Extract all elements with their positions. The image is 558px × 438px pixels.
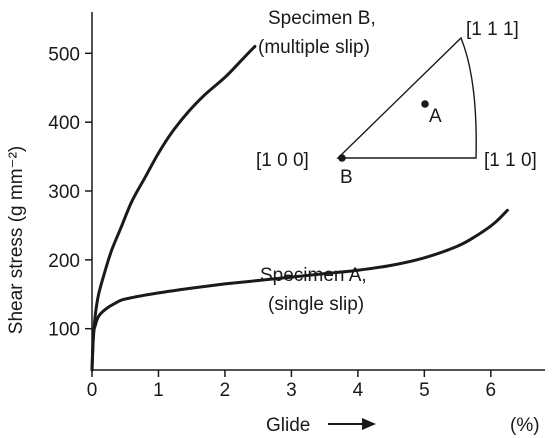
orientation-point-b: [338, 154, 346, 162]
corner-label-110: [1 1 0]: [484, 150, 537, 171]
x-axis-title: Glide: [266, 415, 310, 436]
series-sublabel-specimen-b: (multiple slip): [258, 37, 370, 58]
x-tick-label: 5: [419, 380, 430, 401]
corner-label-111: [1 1 1]: [466, 19, 519, 40]
orientation-label-a: A: [429, 106, 442, 127]
series-sublabel-specimen-a: (single slip): [268, 294, 364, 315]
orientation-label-b: B: [340, 167, 353, 188]
x-axis-unit: (%): [510, 415, 540, 436]
y-tick-label: 300: [48, 182, 80, 203]
x-ticks: 0 1 2 3 4 5 6: [87, 370, 496, 401]
series-label-specimen-a: Specimen A,: [260, 265, 367, 286]
y-tick-label: 100: [48, 320, 80, 341]
series-line-specimen-a: [90, 208, 509, 372]
x-tick-label: 1: [153, 380, 164, 401]
x-tick-label: 6: [486, 380, 497, 401]
y-ticks: 100 200 300 400 500: [48, 44, 92, 341]
y-tick-label: 500: [48, 44, 80, 65]
stereographic-triangle-inset: [1 0 0] [1 1 0] [1 1 1] A B: [256, 19, 537, 188]
series-line-specimen-b: [90, 44, 257, 372]
y-tick-label: 200: [48, 251, 80, 272]
arrow-right-icon: [328, 418, 376, 430]
x-tick-label: 0: [87, 380, 98, 401]
x-tick-label: 4: [353, 380, 364, 401]
axes: [91, 12, 545, 371]
orientation-point-a: [421, 100, 429, 108]
corner-label-100: [1 0 0]: [256, 150, 309, 171]
series-label-specimen-b: Specimen B,: [268, 8, 376, 29]
y-tick-label: 400: [48, 113, 80, 134]
y-axis-title: Shear stress (g mm⁻²): [6, 146, 27, 334]
x-tick-label: 3: [286, 380, 297, 401]
x-tick-label: 2: [220, 380, 231, 401]
triangle-outline: [336, 36, 477, 159]
